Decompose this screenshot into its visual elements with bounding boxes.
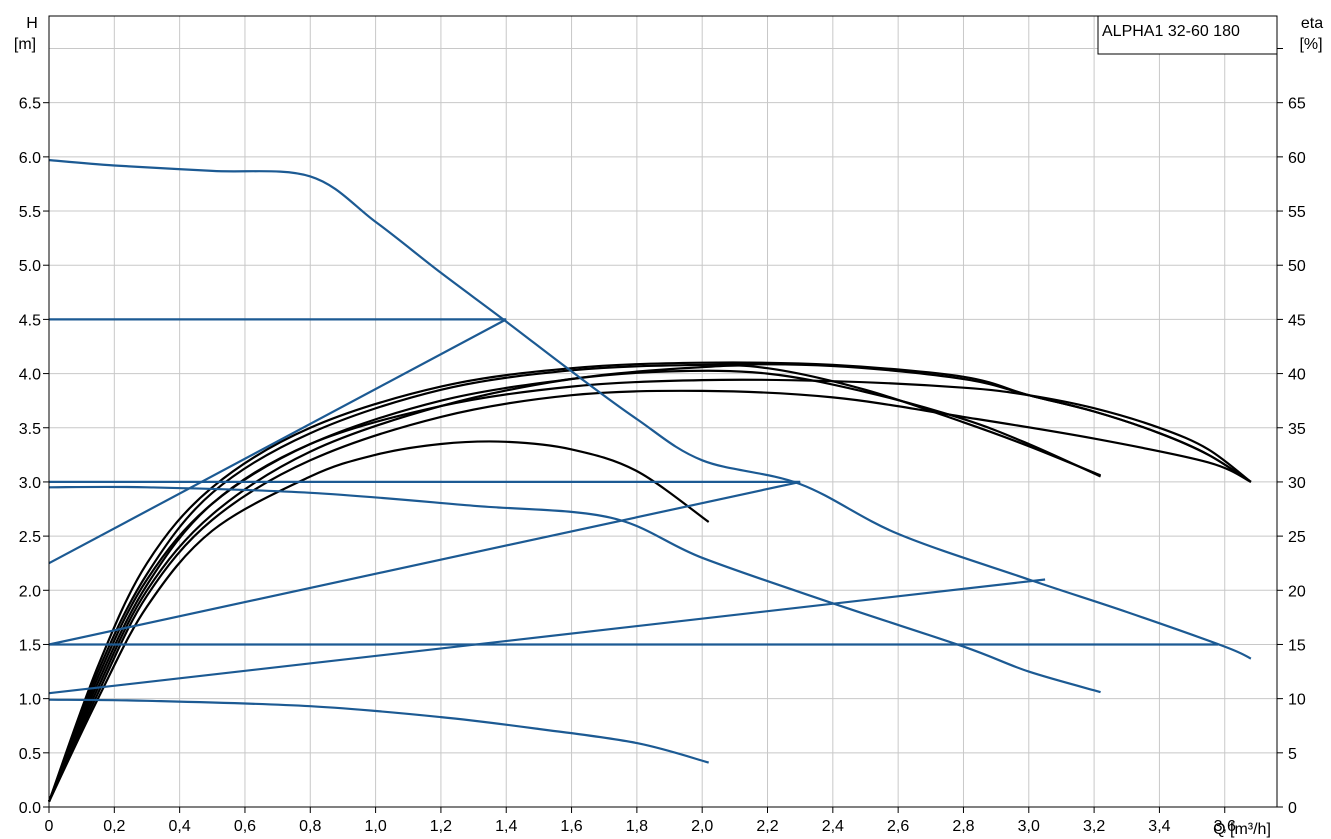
- efficiency-curve: [47, 364, 1102, 803]
- y-right-tick-label: 45: [1288, 312, 1306, 329]
- y-left-tick-label: 2.5: [19, 529, 41, 546]
- y-right-tick-label: 15: [1288, 637, 1306, 654]
- x-tick-label: 3,4: [1148, 818, 1170, 835]
- head-curve: [48, 318, 507, 565]
- x-tick-label: 1,2: [430, 818, 452, 835]
- y-right-tick-label: 50: [1288, 258, 1306, 275]
- head-curve: [48, 698, 709, 764]
- x-tick-label: 0,2: [103, 818, 125, 835]
- y-left-tick-label: 3.5: [19, 421, 41, 438]
- x-tick-label: 0,8: [299, 818, 321, 835]
- efficiency-curve: [47, 378, 1252, 803]
- curves: [47, 159, 1252, 803]
- head-curve: [48, 485, 1101, 694]
- y-left-title-line1: H: [26, 15, 38, 32]
- x-tick-label: 2,6: [887, 818, 909, 835]
- x-tick-label: 1,0: [364, 818, 386, 835]
- efficiency-curve: [47, 363, 1252, 802]
- y-left-tick-label: 0.5: [19, 746, 41, 763]
- y-left-title-line2: [m]: [14, 36, 36, 53]
- plot-frame: [48, 15, 1278, 808]
- y-right-tick-label: 60: [1288, 150, 1306, 167]
- y-left-tick-label: 5.5: [19, 204, 41, 221]
- y-right-tick-label: 55: [1288, 204, 1306, 221]
- y-right-tick-label: 0: [1288, 800, 1297, 817]
- model-label: ALPHA1 32-60 180: [1102, 23, 1240, 40]
- y-right-tick-label: 40: [1288, 367, 1306, 384]
- head-curve: [48, 578, 1046, 695]
- y-right-title-line1: eta: [1301, 15, 1323, 32]
- x-tick-label: 3,0: [1018, 818, 1040, 835]
- x-tick-label: 2,4: [822, 818, 844, 835]
- head-curve: [48, 159, 1252, 660]
- x-tick-label: 0,4: [169, 818, 191, 835]
- x-tick-label: 1,6: [560, 818, 582, 835]
- x-axis-title: Q [m³/h]: [1213, 821, 1271, 838]
- head-curve: [48, 480, 801, 646]
- y-left-tick-label: 6.5: [19, 96, 41, 113]
- x-tick-label: 3,2: [1083, 818, 1105, 835]
- y-left-tick-label: 2.0: [19, 583, 41, 600]
- y-left-tick-label: 1.5: [19, 637, 41, 654]
- y-left-tick-label: 4.5: [19, 312, 41, 329]
- y-right-tick-label: 25: [1288, 529, 1306, 546]
- y-left-tick-label: 5.0: [19, 258, 41, 275]
- y-right-tick-label: 35: [1288, 421, 1306, 438]
- y-left-tick-label: 1.0: [19, 692, 41, 709]
- x-tick-label: 3,6: [1214, 818, 1236, 835]
- y-left-tick-label: 6.0: [19, 150, 41, 167]
- efficiency-curve: [47, 389, 1252, 803]
- y-left-tick-label: 0.0: [19, 800, 41, 817]
- y-right-title-line2: [%]: [1299, 36, 1322, 53]
- y-left-tick-label: 4.0: [19, 367, 41, 384]
- x-tick-label: 2,8: [952, 818, 974, 835]
- y-right-tick-label: 10: [1288, 692, 1306, 709]
- efficiency-curve: [48, 440, 710, 803]
- y-left-tick-label: 3.0: [19, 475, 41, 492]
- y-right-tick-label: 30: [1288, 475, 1306, 492]
- x-tick-label: 0: [45, 818, 54, 835]
- x-tick-label: 1,4: [495, 818, 517, 835]
- ticks: 0 0,2 0,4 0,6 0,8 1,0 1,2 1,4 1,6 1,8 2,0 2,2 2,4 2,6…: [19, 48, 1306, 835]
- y-right-tick-label: 20: [1288, 583, 1306, 600]
- x-tick-label: 1,8: [626, 818, 648, 835]
- x-tick-label: 0,6: [234, 818, 256, 835]
- y-right-tick-label: 65: [1288, 96, 1306, 113]
- efficiency-curve: [47, 369, 1102, 803]
- y-right-tick-label: 5: [1288, 746, 1297, 763]
- x-tick-label: 2,2: [756, 818, 778, 835]
- model-label-box: ALPHA1 32-60 180: [1097, 15, 1278, 55]
- efficiency-curve: [47, 361, 1252, 802]
- x-tick-label: 2,0: [691, 818, 713, 835]
